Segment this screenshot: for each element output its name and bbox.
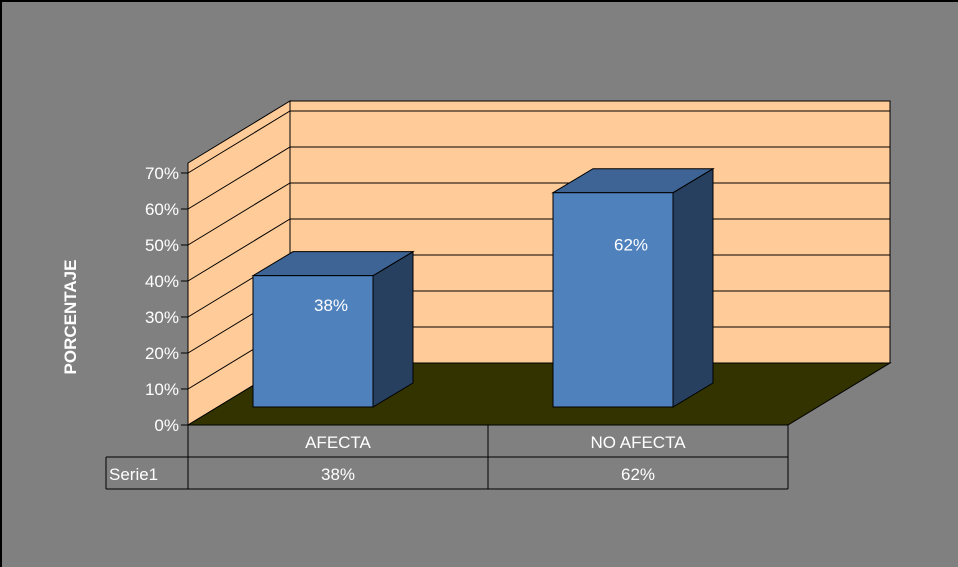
bar <box>552 192 674 408</box>
x-category-label: AFECTA <box>305 433 371 452</box>
table-value: 38% <box>321 465 355 484</box>
y-tick-label: 50% <box>145 236 179 255</box>
bar-data-label: 62% <box>614 236 648 255</box>
table-value: 62% <box>621 465 655 484</box>
gridline <box>187 146 890 210</box>
bar-side <box>372 250 414 408</box>
y-axis-label: PORCENTAJE <box>61 260 80 375</box>
data-table: AFECTA 38% NO AFECTA 62% Serie1 <box>105 424 789 490</box>
y-tick-label: 10% <box>145 380 179 399</box>
bar-side <box>672 167 714 408</box>
y-tick-label: 0% <box>154 416 179 435</box>
y-tick-label: 40% <box>145 272 179 291</box>
y-tick-label: 30% <box>145 308 179 327</box>
y-tick-label: 60% <box>145 200 179 219</box>
chart-bars: 38% 62% <box>251 167 715 408</box>
y-axis-ticks: 0% 10% 20% 30% 40% 50% 60% 70% <box>145 164 189 435</box>
table-series-name: Serie1 <box>109 465 158 484</box>
bar <box>252 275 374 408</box>
y-tick-label: 70% <box>145 164 179 183</box>
gridline <box>187 110 890 174</box>
bar-data-label: 38% <box>314 296 348 315</box>
x-category-label: NO AFECTA <box>590 433 686 452</box>
y-tick-label: 20% <box>145 344 179 363</box>
